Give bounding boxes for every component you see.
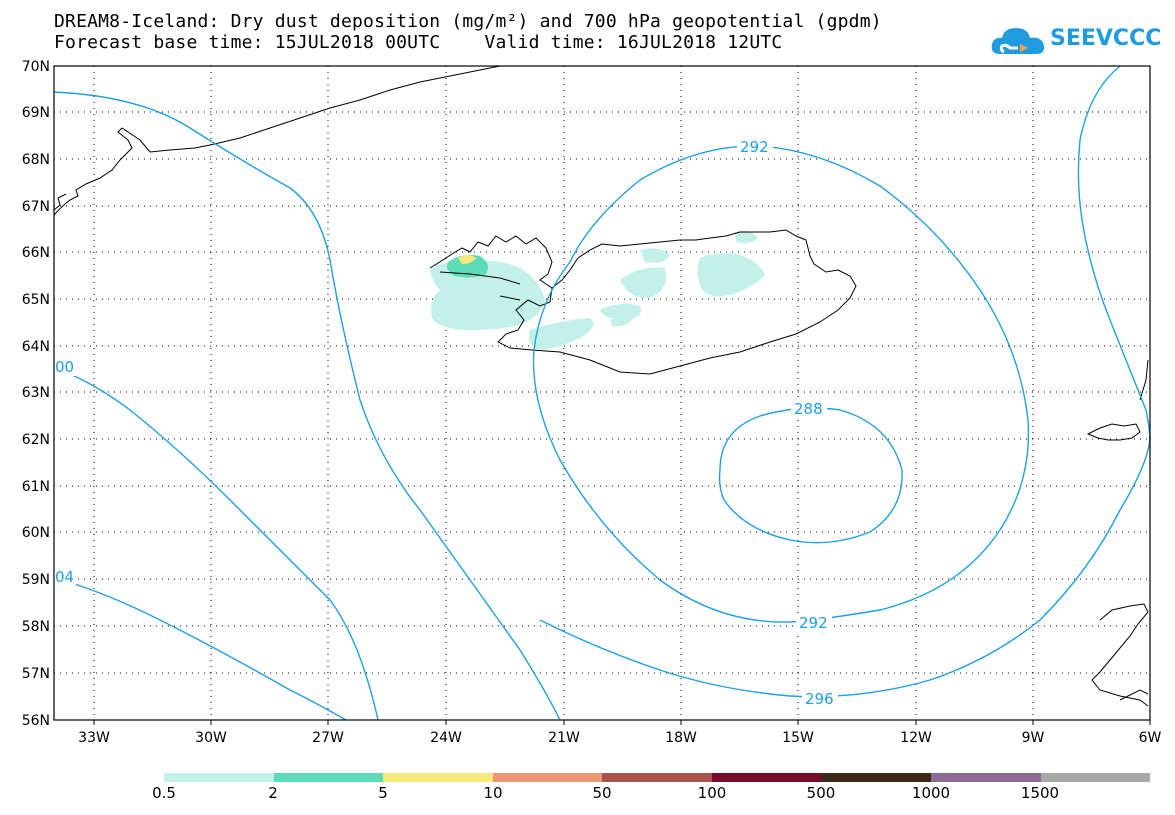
- map-subtitle: Forecast base time: 15JUL2018 00UTC Vali…: [54, 32, 783, 53]
- logo-text: SEEVCCC: [1050, 26, 1162, 51]
- legend-label: 50: [592, 784, 612, 802]
- legend-colorbar: [164, 773, 1151, 782]
- dust-deposition-field: [430, 230, 765, 350]
- legend-swatch: [930, 773, 1041, 782]
- legend-swatch: [711, 773, 822, 782]
- lon-label: 15W: [782, 730, 814, 746]
- lon-label: 27W: [312, 730, 344, 746]
- lon-label: 24W: [430, 730, 462, 746]
- lat-label: 65N: [22, 292, 50, 308]
- lon-label: 9W: [1022, 730, 1045, 746]
- legend-swatch: [383, 773, 493, 782]
- legend-label: 100: [697, 784, 727, 802]
- contour-label: 292: [740, 138, 769, 156]
- geopotential-contours: [53, 65, 1151, 721]
- lat-label: 63N: [22, 385, 50, 401]
- legend-swatch: [602, 773, 712, 782]
- contour-label: 00: [55, 358, 74, 376]
- cloud-icon: [991, 28, 1045, 54]
- lon-label: 12W: [900, 730, 932, 746]
- lat-label: 62N: [22, 432, 50, 448]
- lon-label: 33W: [78, 730, 110, 746]
- legend-label: 10: [483, 784, 503, 802]
- legend-label: 0.5: [152, 784, 176, 802]
- lat-label: 64N: [22, 339, 50, 355]
- legend-label: 500: [806, 784, 836, 802]
- lon-label: 21W: [548, 730, 580, 746]
- legend-label: 2: [268, 784, 278, 802]
- legend-label: 1000: [911, 784, 951, 802]
- coastlines: [53, 65, 1149, 707]
- legend-swatch: [273, 773, 384, 782]
- contour-label: 288: [794, 400, 823, 418]
- lat-label: 68N: [22, 152, 50, 168]
- lat-label: 66N: [22, 245, 50, 261]
- legend-label: 1500: [1020, 784, 1060, 802]
- lat-label: 59N: [22, 572, 50, 588]
- legend-swatch: [164, 773, 274, 782]
- contour-label: 296: [805, 690, 834, 708]
- lat-label: 69N: [22, 105, 50, 121]
- lat-label: 61N: [22, 479, 50, 495]
- map-title: DREAM8-Iceland: Dry dust deposition (mg/…: [54, 11, 882, 32]
- lat-label: 56N: [22, 713, 50, 729]
- lon-label: 6W: [1139, 730, 1162, 746]
- map-frame: [53, 65, 1151, 721]
- legend-swatch: [1040, 773, 1151, 782]
- lon-label: 30W: [195, 730, 227, 746]
- contour-label: 04: [55, 568, 74, 586]
- lat-label: 70N: [22, 59, 50, 75]
- lat-label: 60N: [22, 525, 50, 541]
- legend-swatch: [821, 773, 931, 782]
- legend-label: 5: [378, 784, 388, 802]
- seevccc-logo: SEEVCCC: [990, 22, 1161, 58]
- lon-label: 18W: [665, 730, 697, 746]
- lat-label: 58N: [22, 619, 50, 635]
- lat-label: 67N: [22, 199, 50, 215]
- contour-label: 292: [799, 614, 828, 632]
- lat-label: 57N: [22, 666, 50, 682]
- legend-swatch: [492, 773, 603, 782]
